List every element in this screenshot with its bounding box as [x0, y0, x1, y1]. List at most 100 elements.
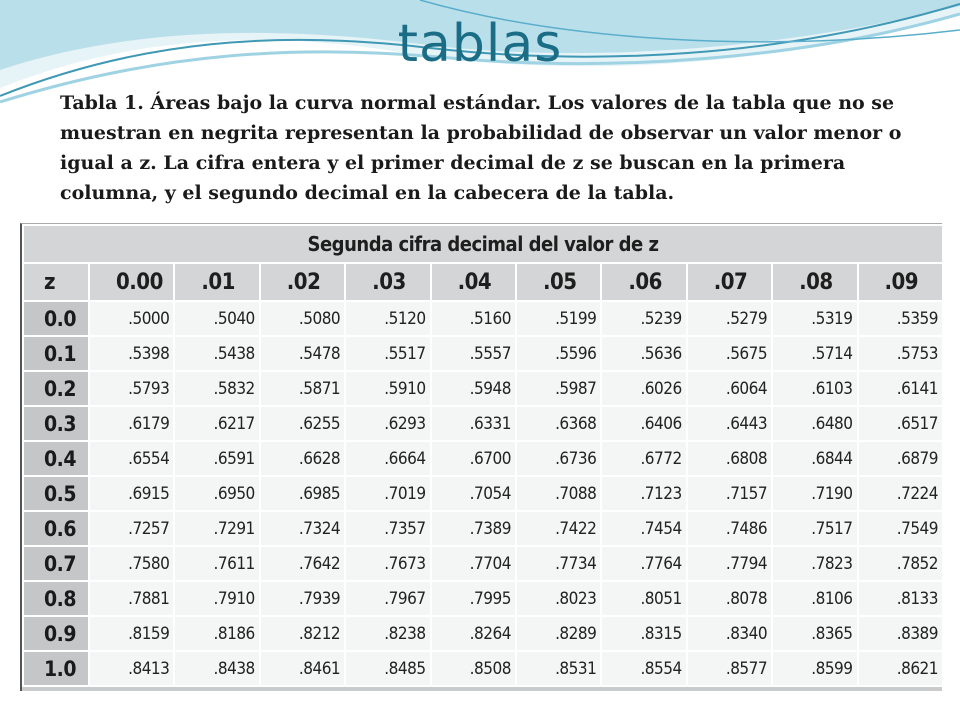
- probability-cell: .5517: [344, 335, 432, 372]
- probability-cell: .8315: [600, 615, 688, 652]
- probability-cell: .6591: [173, 440, 261, 477]
- probability-cell: .7549: [856, 510, 945, 547]
- probability-cell: .7157: [685, 475, 774, 512]
- probability-cell: .8238: [344, 615, 432, 652]
- probability-cell: .7611: [173, 545, 261, 582]
- probability-cell: .6700: [429, 440, 517, 477]
- probability-cell: .8599: [771, 650, 859, 687]
- probability-cell: .5438: [173, 335, 261, 372]
- probability-cell: .5793: [87, 370, 176, 407]
- table-row: 0.1.5398.5438.5478.5517.5557.5596.5636.5…: [22, 335, 945, 372]
- column-header: .02: [258, 262, 347, 302]
- table-row: 0.5.6915.6950.6985.7019.7054.7088.7123.7…: [22, 475, 945, 512]
- table-caption: Tabla 1. Áreas bajo la curva normal está…: [60, 92, 902, 204]
- probability-cell: .5000: [87, 300, 176, 337]
- z-value-cell: 0.9: [22, 615, 90, 652]
- probability-cell: .5753: [856, 335, 945, 372]
- header-swoosh-decoration: [0, 0, 960, 104]
- probability-cell: .7422: [514, 510, 603, 547]
- probability-cell: .6480: [771, 405, 859, 442]
- probability-cell: .5040: [173, 300, 261, 337]
- probability-cell: .5120: [344, 300, 432, 337]
- probability-cell: .6406: [600, 405, 688, 442]
- probability-cell: .7734: [514, 545, 603, 582]
- probability-cell: .6217: [173, 405, 261, 442]
- probability-cell: .8159: [87, 615, 176, 652]
- probability-cell: .8133: [856, 580, 945, 617]
- probability-cell: .7642: [258, 545, 347, 582]
- table-row: 1.0.8413.8438.8461.8485.8508.8531.8554.8…: [22, 650, 945, 687]
- probability-cell: .7967: [344, 580, 432, 617]
- probability-cell: .7291: [173, 510, 261, 547]
- z-value-cell: 0.5: [22, 475, 90, 512]
- probability-cell: .5319: [771, 300, 859, 337]
- probability-cell: .5675: [685, 335, 774, 372]
- probability-cell: .8186: [173, 615, 261, 652]
- probability-cell: .5557: [429, 335, 517, 372]
- probability-cell: .5596: [514, 335, 603, 372]
- z-value-cell: 0.6: [22, 510, 90, 547]
- probability-cell: .6141: [856, 370, 945, 407]
- probability-cell: .7019: [344, 475, 432, 512]
- column-header: .01: [173, 262, 261, 302]
- probability-cell: .5948: [429, 370, 517, 407]
- z-value-cell: 0.2: [22, 370, 90, 407]
- probability-cell: .6879: [856, 440, 945, 477]
- probability-cell: .5199: [514, 300, 603, 337]
- probability-cell: .7324: [258, 510, 347, 547]
- probability-cell: .6331: [429, 405, 517, 442]
- column-header: .09: [856, 262, 945, 302]
- probability-cell: .7852: [856, 545, 945, 582]
- probability-cell: .5987: [514, 370, 603, 407]
- probability-cell: .7881: [87, 580, 176, 617]
- probability-cell: .5359: [856, 300, 945, 337]
- probability-cell: .6628: [258, 440, 347, 477]
- probability-cell: .6915: [87, 475, 176, 512]
- probability-cell: .5910: [344, 370, 432, 407]
- table-row: 0.0.5000.5040.5080.5120.5160.5199.5239.5…: [22, 300, 945, 337]
- probability-cell: .6026: [600, 370, 688, 407]
- probability-cell: .8438: [173, 650, 261, 687]
- probability-cell: .8508: [429, 650, 517, 687]
- z-value-cell: 0.1: [22, 335, 90, 372]
- probability-cell: .8078: [685, 580, 774, 617]
- probability-cell: .7939: [258, 580, 347, 617]
- probability-cell: .8106: [771, 580, 859, 617]
- probability-cell: .8264: [429, 615, 517, 652]
- probability-cell: .5160: [429, 300, 517, 337]
- probability-cell: .8621: [856, 650, 945, 687]
- column-header: .05: [514, 262, 603, 302]
- column-header: .06: [600, 262, 688, 302]
- probability-cell: .5279: [685, 300, 774, 337]
- probability-cell: .7486: [685, 510, 774, 547]
- probability-cell: .7123: [600, 475, 688, 512]
- probability-cell: .7054: [429, 475, 517, 512]
- probability-cell: .8289: [514, 615, 603, 652]
- probability-cell: .5239: [600, 300, 688, 337]
- column-header: .03: [344, 262, 432, 302]
- probability-cell: .7088: [514, 475, 603, 512]
- probability-cell: .8531: [514, 650, 603, 687]
- probability-cell: .5398: [87, 335, 176, 372]
- probability-cell: .6179: [87, 405, 176, 442]
- probability-cell: .8023: [514, 580, 603, 617]
- normal-distribution-table: Segunda cifra decimal del valor de z z 0.…: [20, 223, 945, 691]
- probability-cell: .7454: [600, 510, 688, 547]
- probability-cell: .6808: [685, 440, 774, 477]
- column-header-row: z 0.00.01.02.03.04.05.06.07.08.09: [22, 262, 945, 302]
- probability-cell: .7389: [429, 510, 517, 547]
- probability-cell: .6517: [856, 405, 945, 442]
- probability-cell: .5636: [600, 335, 688, 372]
- probability-cell: .8365: [771, 615, 859, 652]
- probability-cell: .8577: [685, 650, 774, 687]
- probability-cell: .7190: [771, 475, 859, 512]
- z-table: Segunda cifra decimal del valor de z z 0.…: [21, 224, 945, 687]
- probability-cell: .6554: [87, 440, 176, 477]
- group-header: Segunda cifra decimal del valor de z: [21, 224, 945, 264]
- table-row: 0.6.7257.7291.7324.7357.7389.7422.7454.7…: [22, 510, 945, 547]
- z-value-cell: 0.4: [22, 440, 90, 477]
- probability-cell: .6844: [771, 440, 859, 477]
- probability-cell: .5871: [258, 370, 347, 407]
- z-value-cell: 0.8: [22, 580, 90, 617]
- probability-cell: .7257: [87, 510, 176, 547]
